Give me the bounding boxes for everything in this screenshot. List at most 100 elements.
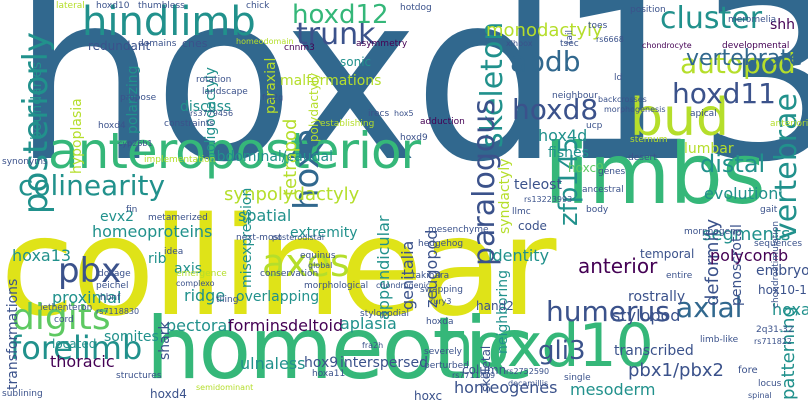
word-hedgehog: hedgehog	[418, 239, 464, 249]
word-located: located	[52, 337, 97, 351]
word-hoxd13: hoxd13	[12, 0, 808, 213]
word-sonic: sonic	[340, 55, 372, 69]
word-toes: toes	[588, 21, 608, 31]
word-hoxc9: hoxc9	[568, 161, 604, 175]
word-domains: domains	[138, 39, 177, 49]
word-lumbar: lumbar	[684, 141, 734, 157]
word-backcrosses: backcrosses	[598, 95, 647, 104]
word-chondrocyte: chondrocyte	[642, 41, 692, 50]
word-temporal: temporal	[640, 247, 695, 261]
word-identity: identity	[488, 246, 550, 265]
word-landscape: landscape	[202, 87, 248, 97]
word-tiling: tiling	[216, 295, 239, 305]
word-syndactyly: syndactyly	[497, 158, 513, 234]
word-appendicular: appendicular	[374, 215, 393, 320]
word-malformations: malformations	[280, 73, 382, 89]
word-fra2g: fra2g	[262, 93, 284, 102]
word-trunk: trunk	[296, 17, 376, 52]
word-hoxa11: hoxa11	[312, 369, 346, 379]
word-pectoral: pectoral	[166, 316, 232, 335]
word-metamerized: metamerized	[148, 213, 208, 223]
word-decamillis: decamillis	[508, 379, 549, 388]
word-llmc: llmc	[512, 207, 531, 217]
word-gli3: gli3	[538, 336, 586, 366]
word-ucp: ucp	[586, 121, 603, 131]
word-mesenchyme: mesenchyme	[428, 225, 489, 235]
word-thumbless: thumbless	[138, 1, 185, 11]
word-abdominal-caudal: abdominal/caudal	[208, 149, 334, 165]
word-chondrogenic: chondrogenic	[376, 281, 431, 290]
word-sternum: sternum	[630, 135, 668, 145]
word-transformations: transformations	[5, 278, 21, 390]
word-autopod: autopod	[680, 47, 796, 80]
word-formins: formins	[228, 316, 289, 335]
word-hotdog: hotdog	[400, 3, 432, 13]
word-limb-like: limb-like	[700, 335, 739, 345]
word-implementation: implementation	[144, 155, 216, 165]
word-hoxd10: hoxd10	[436, 311, 654, 381]
word-developmental: developmental	[722, 41, 790, 51]
word-hbnf: hbnf	[100, 293, 121, 303]
word-axes: axes	[262, 241, 350, 285]
word-somites: somites	[104, 329, 159, 345]
word-evx2: evx2	[100, 209, 135, 225]
word-forelimb: forelimb	[10, 329, 143, 367]
word-conservation: conservation	[260, 269, 319, 279]
word-hypoplasia: hypoplasia	[69, 98, 85, 174]
word-rs3779456: rs3779456	[190, 109, 234, 118]
word-body: body	[586, 205, 609, 215]
word-meromelia: meromelia	[728, 15, 777, 25]
word-irecs: irecs	[368, 109, 390, 119]
word-gait: gait	[760, 205, 778, 215]
word-chondrostimulation: chondrostimulation	[771, 220, 781, 308]
word-overlapping: overlapping	[236, 289, 320, 305]
word-sublining: sublining	[2, 389, 43, 399]
word-fin: fin	[126, 205, 138, 215]
word-takihara: takihara	[412, 271, 450, 281]
word-hoxd4: hoxd4	[150, 387, 187, 401]
word-hoxda: hoxda	[426, 317, 454, 327]
word-desert: desert	[628, 153, 657, 163]
word-skeletal: skeletal	[479, 345, 493, 392]
word-stylopod: stylopod	[612, 306, 681, 325]
word-peichel: peichel	[96, 281, 129, 291]
word-rotation: rotation	[196, 75, 232, 85]
word-ancestral: ancestral	[582, 185, 624, 195]
word-thoracic: thoracic	[50, 352, 115, 371]
word-establishing: establishing	[320, 119, 375, 129]
word-perturbed: perturbed	[424, 361, 469, 371]
word-code: code	[518, 219, 547, 233]
word-severely: severely	[424, 347, 462, 357]
word-ulnaless: ulnaless	[240, 354, 306, 373]
word-hoxd10-small: hoxd10	[96, 1, 130, 11]
word-vertebrae: vertebrae	[769, 93, 804, 240]
word-homeotic: homeotic	[146, 299, 533, 399]
word-homeoproteins: homeoproteins	[92, 222, 213, 241]
word-homeogenes: homeogenes	[454, 378, 558, 397]
word-swapping: swapping	[420, 285, 463, 295]
word-hoxd11: hoxd11	[672, 77, 776, 110]
word-next-most: next-most	[236, 233, 282, 243]
word-hoxd8: hoxd8	[512, 93, 599, 126]
word-hoxa9: hoxa9	[772, 300, 808, 319]
word-vertebrate: vertebrate	[686, 46, 803, 71]
word-hoxc: hoxc	[414, 389, 443, 403]
word-morphogen: morphogen	[684, 227, 736, 237]
word-spinal: spinal	[748, 391, 772, 400]
word-single: single	[564, 373, 591, 383]
word-neighbour: neighbour	[552, 91, 598, 101]
word-posterodistal: posterodistal	[272, 233, 324, 242]
word-hox4d: hox4d	[538, 126, 588, 145]
word-humerus: humerus	[546, 295, 670, 328]
word-boundaries: boundaries	[29, 61, 45, 140]
word-paralogous: paralogous	[467, 99, 502, 266]
word-propose: propose	[120, 93, 157, 103]
word-rib: rib	[148, 251, 167, 267]
word-position: position	[630, 5, 666, 15]
word-semidominant: semidominant	[196, 383, 254, 392]
word-monodactyly: monodactyly	[486, 20, 603, 41]
word-2q31-32: 2q31-32	[756, 325, 794, 335]
word-pbx: pbx	[58, 251, 122, 291]
word-transcribed: transcribed	[614, 343, 694, 359]
word-collinear: collinear	[0, 189, 556, 347]
